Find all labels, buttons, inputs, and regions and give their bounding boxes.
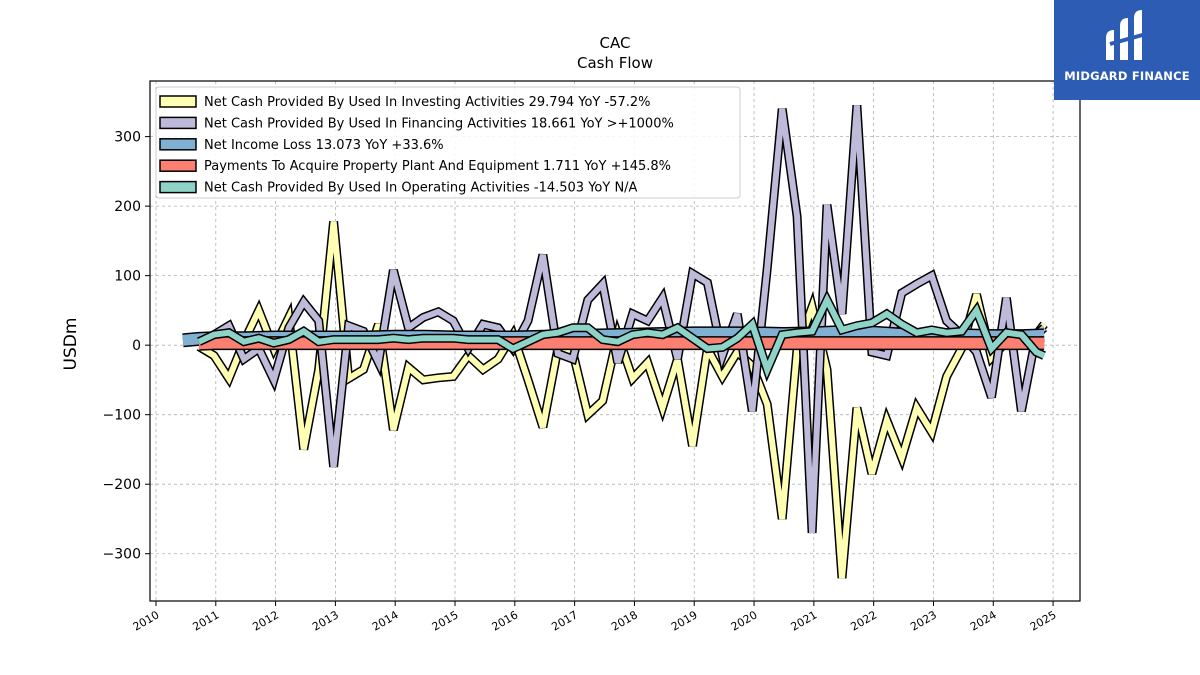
y-tick-label: 0 (132, 338, 141, 354)
y-tick-label: −200 (103, 477, 141, 493)
chart-subtitle: Cash Flow (577, 54, 653, 72)
x-tick-label: 2018 (609, 608, 640, 633)
x-tick-label: 2024 (968, 608, 999, 633)
x-ticks: 2010 2011 2012 2013 2014 2015 2016 2017 2018 2019… (131, 601, 1059, 634)
legend-label: Net Cash Provided By Used In Operating A… (204, 181, 638, 196)
x-tick-label: 2016 (490, 608, 521, 633)
x-tick-label: 2012 (250, 608, 281, 633)
x-tick-label: 2017 (549, 608, 580, 633)
legend-swatch (159, 116, 197, 130)
legend-label: Net Cash Provided By Used In Investing A… (204, 95, 650, 110)
x-tick-label: 2014 (370, 608, 401, 633)
x-tick-label: 2021 (789, 608, 820, 633)
plot-frame (149, 80, 1081, 602)
legend-label: Payments To Acquire Property Plant And E… (204, 159, 671, 174)
y-tick-label: −100 (103, 408, 141, 424)
brand-mark-icon (1106, 10, 1147, 60)
x-tick-label: 2019 (669, 608, 700, 633)
y-tick-label: 200 (114, 199, 141, 215)
y-tick-label: 100 (114, 269, 141, 285)
x-tick-label: 2022 (848, 608, 879, 633)
legend-label: Net Income Loss 13.073 YoY +33.6% (204, 138, 444, 153)
brand-name: MIDGARD FINANCE (1064, 69, 1190, 83)
x-tick-label: 2013 (310, 608, 341, 633)
x-tick-label: 2015 (430, 608, 461, 633)
x-tick-label: 2011 (191, 608, 222, 633)
series-line (197, 221, 1047, 579)
series-1 (196, 220, 1048, 579)
legend: Net Cash Provided By Used In Investing A… (155, 86, 741, 199)
x-tick-label: 2025 (1028, 608, 1059, 633)
y-ticks: −300 −200 −100 0 100 200 300 (103, 130, 150, 563)
legend-swatch (159, 138, 197, 151)
x-tick-label: 2023 (908, 608, 939, 633)
x-tick-label: 2020 (729, 608, 760, 633)
brand-logo: MIDGARD FINANCE (1054, 0, 1200, 100)
legend-swatch (159, 180, 197, 194)
series-line (197, 293, 1046, 378)
y-tick-label: −300 (103, 547, 141, 563)
series-5 (197, 289, 1046, 383)
legend-box (155, 86, 741, 199)
legend-swatch (159, 95, 197, 108)
series-layer (182, 104, 1048, 579)
y-axis-label: USDm (61, 318, 81, 371)
chart-title: CAC (600, 34, 631, 52)
y-tick-label: 300 (114, 130, 141, 146)
legend-label: Net Cash Provided By Used In Financing A… (204, 116, 674, 131)
legend-swatch (159, 159, 197, 172)
x-tick-label: 2010 (131, 608, 162, 633)
